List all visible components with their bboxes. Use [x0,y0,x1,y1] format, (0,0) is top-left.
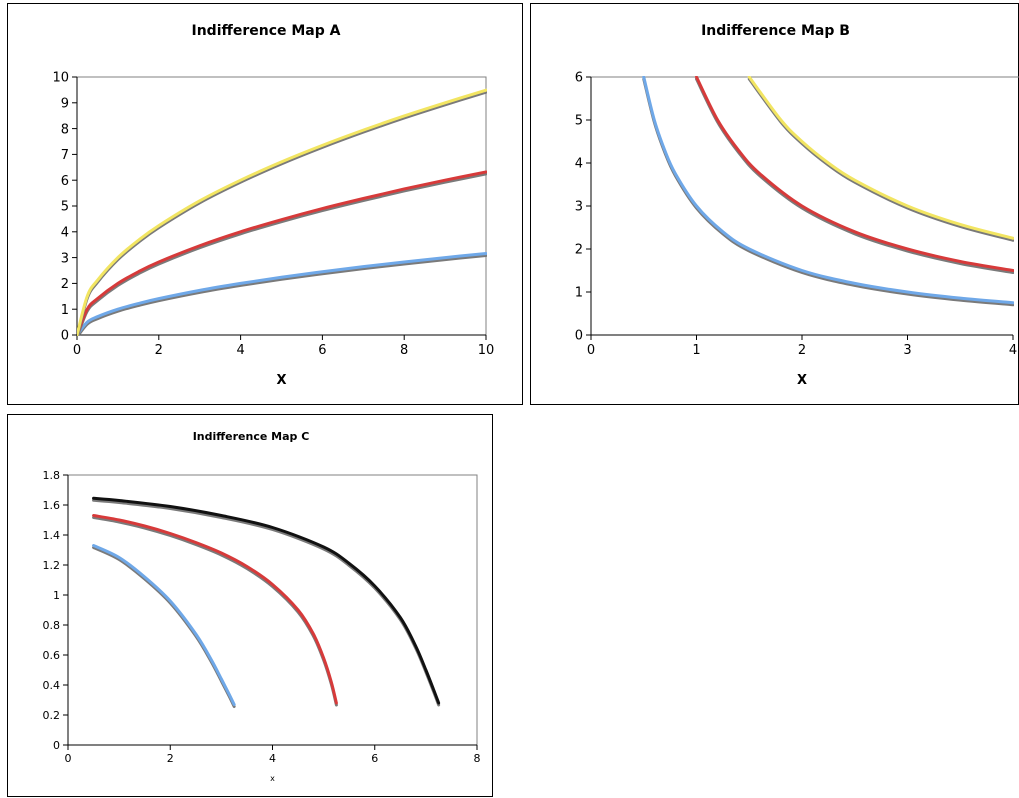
y-tick-label: 2 [61,277,69,292]
series-2-shadow-line [77,90,487,336]
series-0-shadow-line [642,77,1014,307]
y-tick-label: 5 [61,200,69,215]
y-tick-label: 1 [575,286,583,301]
x-axis-label: X [276,373,286,388]
y-tick-label: 7 [61,148,69,163]
x-tick-label: 4 [269,752,276,765]
x-tick-label: 0 [65,752,72,765]
plot-area-frame [67,474,478,746]
y-tick-label: 0.2 [43,709,61,722]
y-tick-label: 6 [575,71,583,86]
chart-c-svg: Indifference Map C 0 0.2 0.4 0.6 0.8 1 1.2 1.4 1.… [43,430,481,783]
x-tick-label: 6 [371,752,378,765]
x-tick-label: 3 [903,343,911,358]
y-tick-label: 0.8 [43,619,61,632]
y-tick-label: 1 [61,303,69,318]
series-2-line [77,88,487,336]
chart-title: Indifference Map A [192,23,341,39]
series-group [77,88,487,336]
y-tick-label: 5 [575,114,583,129]
series-1-shadow-line [77,172,487,336]
series-2-line [747,76,1014,240]
x-tick-label: 0 [73,343,81,358]
series-group [642,76,1014,307]
x-tick-label: 4 [1009,343,1017,358]
y-tick-label: 4 [575,157,583,172]
y-tick-label: 3 [61,251,69,266]
x-tick-label: 1 [692,343,700,358]
series-2-shadow-line [747,77,1014,242]
y-tick-label: 0 [61,329,69,344]
series-group [92,496,441,708]
x-tick-label: 8 [400,343,408,358]
chart-a-svg: Indifference Map A 0 1 2 3 4 5 6 7 8 9 10 0 2 4 6 8 10 X [52,23,495,388]
series-1-shadow-line [695,77,1014,274]
series-2-line [92,496,441,705]
y-tick-label: 2 [575,243,583,258]
y-tick-label: 8 [61,122,69,137]
x-tick-label: 6 [318,343,326,358]
y-tick-label: 0.4 [43,679,61,692]
series-1-line [695,76,1014,272]
x-axis-label: x [270,774,275,783]
series-0-line [92,544,236,706]
chart-c-panel: Indifference Map C 0 0.2 0.4 0.6 0.8 1 1.2 1.4 1.… [7,414,493,797]
y-tick-label: 10 [52,71,69,86]
y-tick-label: 6 [61,174,69,189]
y-tick-label: 4 [61,225,69,240]
x-tick-label: 0 [587,343,595,358]
series-2-shadow-line [92,498,441,707]
x-tick-label: 2 [167,752,174,765]
y-tick-label: 0 [53,739,60,752]
series-0-shadow-line [77,253,487,336]
x-tick-label: 2 [798,343,806,358]
x-tick-label: 10 [478,343,495,358]
y-tick-label: 0.6 [43,649,61,662]
y-tick-label: 3 [575,200,583,215]
series-1-line [92,514,338,705]
y-tick-label: 0 [575,329,583,344]
series-1-line [77,170,487,336]
series-0-shadow-line [92,546,236,708]
x-tick-label: 8 [474,752,481,765]
y-tick-label: 1.6 [43,499,61,512]
x-tick-label: 2 [155,343,163,358]
series-0-line [77,251,487,336]
y-tick-label: 1.2 [43,559,61,572]
chart-title: Indifference Map C [193,430,310,443]
series-0-line [642,76,1014,305]
y-tick-label: 1 [53,589,60,602]
chart-b-panel: Indifference Map B 0 1 2 3 4 5 6 0 1 2 3 4 X [530,3,1019,405]
chart-a-panel: Indifference Map A 0 1 2 3 4 5 6 7 8 9 10 0 2 4 6 8 10 X [7,3,523,405]
plot-area-frame [76,76,487,336]
y-tick-label: 1.8 [43,469,61,482]
y-tick-label: 1.4 [43,529,61,542]
chart-b-svg: Indifference Map B 0 1 2 3 4 5 6 0 1 2 3 4 X [575,23,1019,388]
chart-title: Indifference Map B [701,23,850,39]
x-tick-label: 4 [236,343,244,358]
y-tick-label: 9 [61,96,69,111]
x-axis-label: X [797,373,807,388]
